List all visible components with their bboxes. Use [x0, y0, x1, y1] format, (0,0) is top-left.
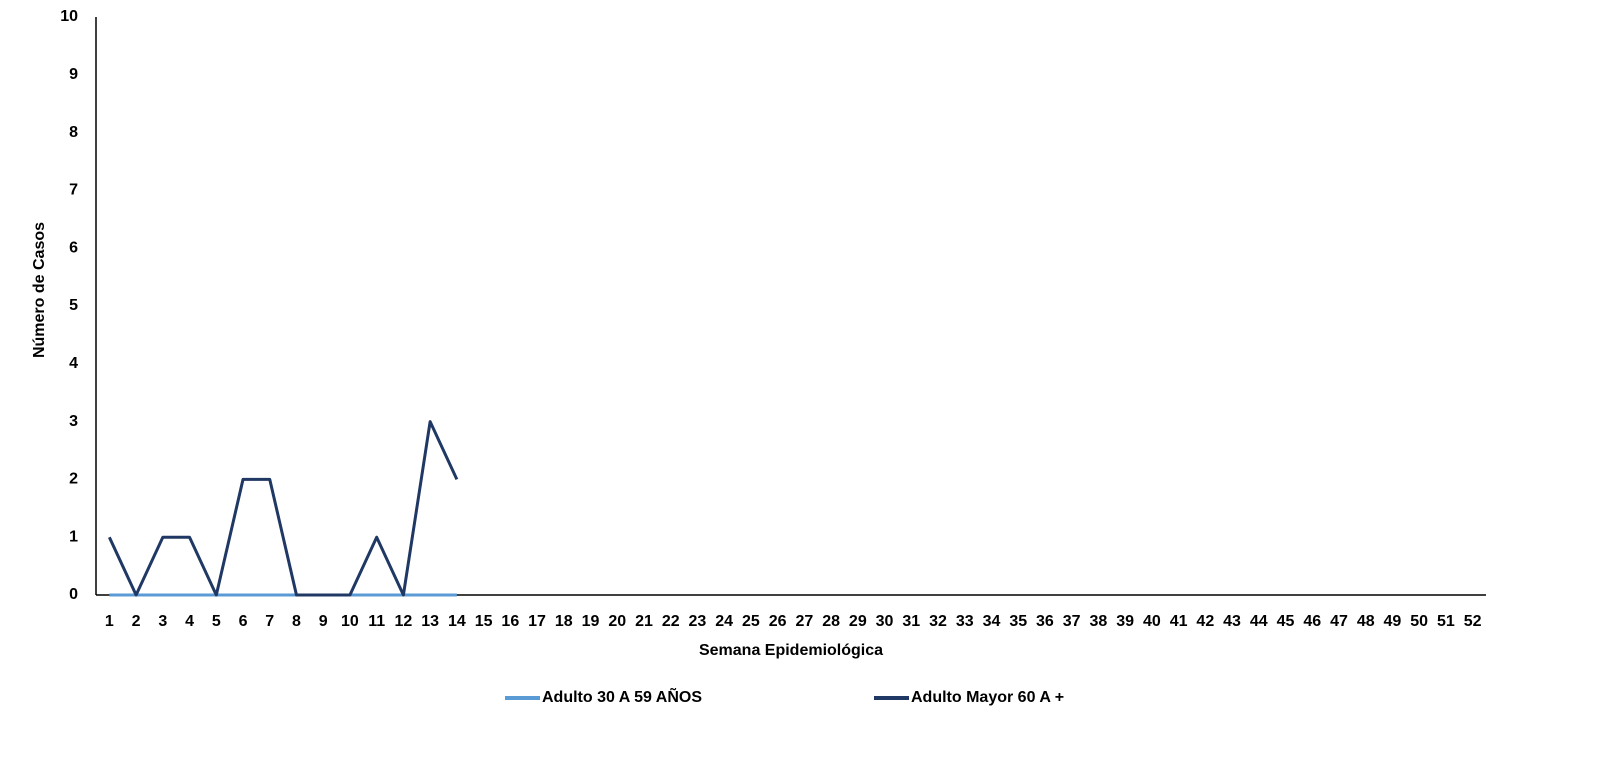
y-tick-label: 9 [69, 66, 78, 83]
x-tick-label: 52 [1464, 613, 1482, 630]
x-tick-label: 19 [582, 613, 600, 630]
x-tick-label: 18 [555, 613, 573, 630]
x-tick-label: 48 [1357, 613, 1375, 630]
x-tick-label: 39 [1116, 613, 1134, 630]
x-tick-label: 41 [1170, 613, 1188, 630]
x-tick-label: 25 [742, 613, 760, 630]
y-tick-label: 5 [69, 297, 78, 314]
x-tick-label: 34 [983, 613, 1001, 630]
x-tick-label: 14 [448, 613, 466, 630]
y-tick-label: 3 [69, 413, 78, 430]
y-axis-title: Número de Casos [31, 222, 48, 358]
x-tick-label: 37 [1063, 613, 1081, 630]
x-tick-label: 24 [715, 613, 733, 630]
x-tick-label: 15 [475, 613, 493, 630]
x-tick-label: 46 [1303, 613, 1321, 630]
x-tick-label: 26 [769, 613, 787, 630]
x-tick-label: 32 [929, 613, 947, 630]
x-tick-label: 5 [212, 613, 221, 630]
x-tick-label: 8 [292, 613, 301, 630]
x-tick-label: 17 [528, 613, 546, 630]
x-tick-label: 42 [1196, 613, 1214, 630]
x-tick-label: 33 [956, 613, 974, 630]
y-tick-label: 2 [69, 471, 78, 488]
x-tick-label: 3 [158, 613, 167, 630]
x-tick-label: 50 [1410, 613, 1428, 630]
x-tick-label: 6 [239, 613, 248, 630]
legend-label: Adulto Mayor 60 A + [911, 689, 1064, 706]
x-tick-label: 21 [635, 613, 653, 630]
x-tick-label: 13 [421, 613, 439, 630]
x-axis-title: Semana Epidemiológica [699, 642, 883, 659]
x-tick-label: 2 [132, 613, 141, 630]
x-tick-label: 45 [1277, 613, 1295, 630]
x-tick-label: 29 [849, 613, 867, 630]
x-tick-label: 12 [395, 613, 413, 630]
x-tick-label: 31 [902, 613, 920, 630]
x-tick-label: 51 [1437, 613, 1455, 630]
y-tick-label: 4 [69, 355, 78, 372]
x-tick-label: 11 [368, 613, 385, 630]
legend-label: Adulto 30 A 59 AÑOS [542, 686, 702, 706]
x-tick-label: 4 [185, 613, 194, 630]
series-line [108, 420, 459, 597]
x-tick-label: 16 [501, 613, 519, 630]
x-tick-label: 30 [876, 613, 894, 630]
x-tick-label: 28 [822, 613, 840, 630]
x-tick-label: 49 [1384, 613, 1402, 630]
y-tick-label: 10 [60, 8, 78, 25]
x-tick-label: 10 [341, 613, 359, 630]
x-tick-label: 23 [689, 613, 707, 630]
x-tick-label: 40 [1143, 613, 1161, 630]
x-tick-label: 7 [265, 613, 274, 630]
x-tick-label: 27 [795, 613, 813, 630]
x-tick-label: 43 [1223, 613, 1241, 630]
x-tick-label: 20 [608, 613, 626, 630]
y-tick-label: 8 [69, 124, 78, 141]
x-tick-label: 44 [1250, 613, 1268, 630]
y-tick-label: 7 [69, 182, 78, 199]
x-tick-label: 38 [1090, 613, 1108, 630]
x-tick-label: 1 [105, 613, 114, 630]
x-tick-label: 47 [1330, 613, 1348, 630]
y-tick-label: 0 [69, 586, 78, 603]
y-tick-label: 1 [69, 528, 78, 545]
y-tick-label: 6 [69, 239, 78, 256]
x-tick-label: 35 [1009, 613, 1027, 630]
x-tick-label: 36 [1036, 613, 1054, 630]
x-tick-label: 22 [662, 613, 680, 630]
x-tick-label: 9 [319, 613, 328, 630]
